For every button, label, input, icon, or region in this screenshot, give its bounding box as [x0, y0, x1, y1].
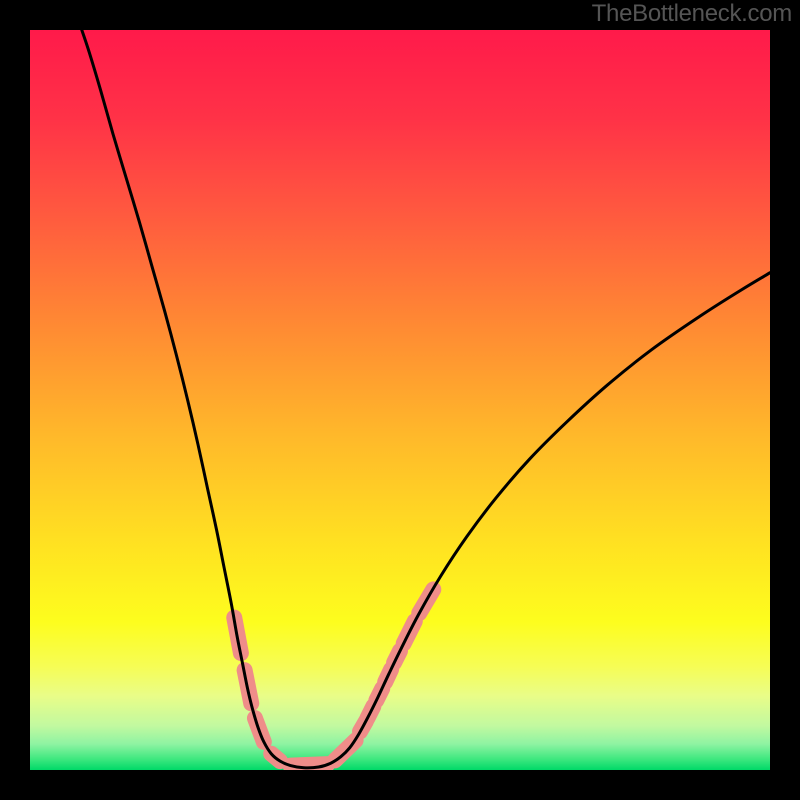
plot-area	[30, 30, 770, 770]
plot-svg	[30, 30, 770, 770]
watermark: TheBottleneck.com	[592, 0, 792, 28]
